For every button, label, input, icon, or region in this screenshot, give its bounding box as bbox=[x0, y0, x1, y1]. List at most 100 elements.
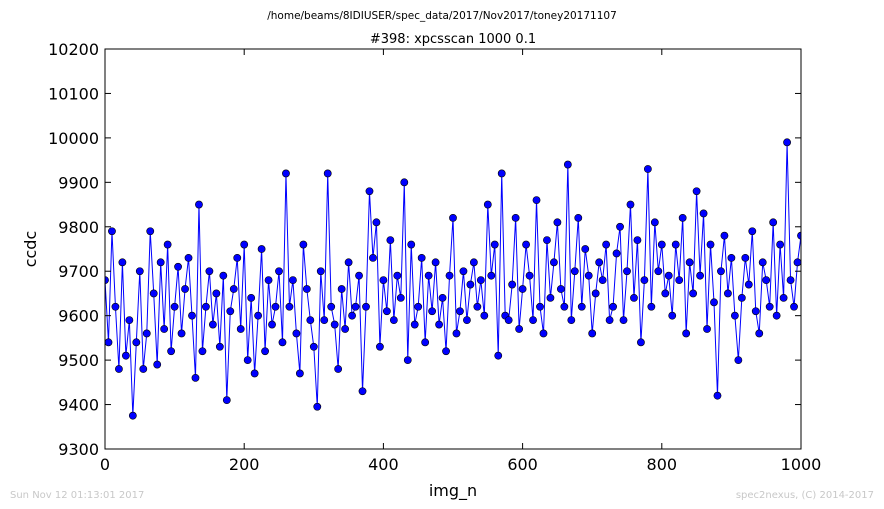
data-point bbox=[598, 276, 607, 285]
data-point bbox=[355, 271, 363, 280]
data-point bbox=[483, 200, 492, 209]
data-point bbox=[292, 329, 301, 338]
data-point bbox=[734, 356, 743, 365]
data-point bbox=[623, 267, 631, 276]
data-point bbox=[142, 329, 151, 338]
data-point bbox=[153, 360, 162, 369]
data-point bbox=[668, 311, 677, 320]
data-point bbox=[376, 342, 384, 351]
x-tick-label: 200 bbox=[229, 455, 260, 474]
data-point bbox=[619, 316, 628, 325]
data-point bbox=[857, 312, 864, 319]
data-point bbox=[755, 329, 764, 338]
data-point bbox=[793, 258, 801, 267]
data-point bbox=[323, 169, 332, 178]
data-point bbox=[860, 263, 867, 270]
data-point bbox=[261, 347, 269, 356]
data-point bbox=[313, 402, 322, 411]
data-point bbox=[250, 369, 259, 378]
data-point bbox=[867, 232, 874, 239]
data-point bbox=[181, 285, 189, 293]
data-point bbox=[577, 302, 586, 311]
y-tick-label: 9700 bbox=[58, 262, 99, 281]
data-point bbox=[720, 231, 729, 240]
data-point bbox=[309, 342, 318, 351]
data-point bbox=[407, 240, 416, 249]
data-point bbox=[661, 289, 670, 298]
data-point bbox=[539, 329, 548, 338]
data-point bbox=[341, 325, 350, 333]
data-point bbox=[379, 276, 388, 285]
data-point bbox=[160, 325, 169, 333]
data-point bbox=[177, 329, 186, 338]
data-point bbox=[202, 302, 210, 311]
data-point bbox=[870, 268, 877, 275]
data-point bbox=[818, 294, 825, 301]
data-point bbox=[208, 320, 217, 329]
data-point bbox=[595, 258, 604, 267]
x-tick-label: 1000 bbox=[781, 455, 822, 474]
y-tick-label: 9600 bbox=[58, 307, 99, 326]
data-point bbox=[650, 218, 659, 227]
data-point bbox=[285, 302, 294, 311]
data-point bbox=[424, 271, 433, 280]
data-point bbox=[724, 289, 732, 298]
data-point bbox=[198, 347, 207, 356]
data-point bbox=[327, 302, 336, 311]
data-point bbox=[853, 205, 860, 212]
data-point bbox=[330, 320, 339, 329]
data-point bbox=[369, 253, 377, 262]
data-point bbox=[306, 316, 315, 325]
data-point bbox=[191, 373, 200, 382]
data-point bbox=[822, 179, 829, 186]
data-point bbox=[414, 302, 423, 311]
data-point bbox=[657, 240, 666, 249]
data-point bbox=[567, 316, 576, 325]
data-point bbox=[128, 411, 137, 420]
data-point bbox=[487, 271, 496, 280]
data-point bbox=[762, 276, 771, 285]
data-point bbox=[637, 338, 645, 347]
data-point bbox=[494, 351, 503, 360]
data-point bbox=[337, 285, 346, 293]
data-point bbox=[522, 240, 530, 249]
data-point bbox=[751, 307, 760, 316]
data-point bbox=[421, 338, 430, 347]
data-point bbox=[442, 347, 450, 356]
data-point bbox=[769, 218, 778, 227]
data-point bbox=[257, 245, 266, 253]
data-point bbox=[730, 311, 739, 320]
data-point bbox=[268, 320, 276, 329]
data-point bbox=[174, 262, 182, 271]
data-point bbox=[400, 178, 409, 187]
data-point bbox=[146, 227, 155, 236]
data-point bbox=[149, 289, 158, 298]
data-point bbox=[825, 303, 832, 310]
data-point bbox=[556, 285, 565, 293]
data-point bbox=[543, 236, 551, 245]
data-point bbox=[790, 302, 798, 311]
data-point bbox=[843, 272, 850, 279]
data-point bbox=[630, 293, 638, 302]
data-point bbox=[184, 253, 193, 262]
series-line bbox=[105, 142, 801, 416]
data-point bbox=[372, 218, 381, 227]
data-point bbox=[449, 213, 457, 222]
x-tick-label: 400 bbox=[368, 455, 399, 474]
data-point bbox=[396, 293, 405, 302]
data-point bbox=[316, 267, 325, 276]
data-point bbox=[490, 240, 499, 249]
data-point bbox=[776, 240, 785, 249]
data-point bbox=[699, 209, 708, 218]
data-point bbox=[532, 196, 541, 205]
data-point bbox=[727, 253, 736, 262]
data-point bbox=[536, 302, 544, 311]
data-point bbox=[654, 267, 663, 276]
data-point bbox=[703, 325, 711, 333]
x-tick-label: 0 bbox=[100, 455, 110, 474]
data-point bbox=[459, 267, 468, 276]
data-point bbox=[417, 253, 426, 262]
data-point bbox=[205, 267, 214, 276]
data-point bbox=[289, 276, 297, 285]
data-point bbox=[602, 240, 611, 249]
